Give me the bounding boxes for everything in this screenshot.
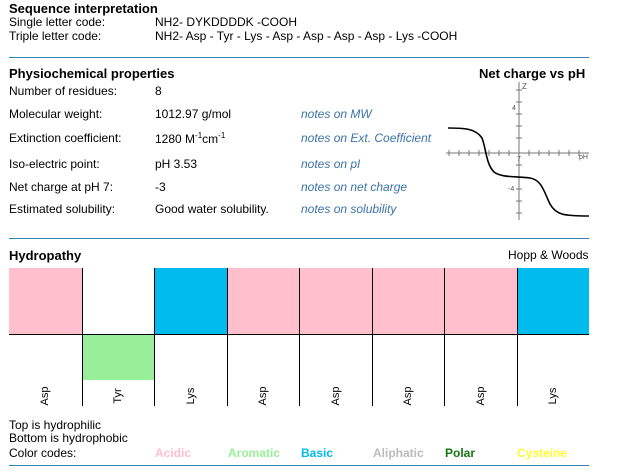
- hydropathy-column: Lys: [516, 268, 589, 406]
- hydropathy-bar: [517, 268, 589, 334]
- pi-notes-link[interactable]: notes on pI: [301, 157, 361, 171]
- residue-count-value: 8: [155, 84, 162, 98]
- hydropathy-bar: [445, 268, 517, 334]
- net-charge-curve: [447, 127, 590, 217]
- residue-label: Asp: [402, 386, 415, 406]
- residue-label: Asp: [329, 386, 342, 406]
- y-tick-neg4: -4: [508, 186, 514, 193]
- net-charge-chart-title: Net charge vs pH: [479, 66, 586, 81]
- y-tick-4: 4: [512, 105, 516, 112]
- hydropathy-bar: [372, 268, 444, 334]
- hydropathy-column: Tyr: [81, 268, 154, 406]
- z-axis-label: Z: [522, 82, 527, 91]
- ph-axis-label: pH: [579, 154, 588, 161]
- hydropathy-column: Asp: [444, 268, 517, 406]
- section-divider: [9, 238, 589, 239]
- residue-label: Lys: [184, 387, 197, 405]
- hydropathy-bar: [300, 268, 372, 334]
- hydropathy-bar: [9, 268, 82, 334]
- triple-letter-label: Triple letter code:: [9, 29, 102, 43]
- hydropathy-column: Asp: [226, 268, 299, 406]
- legend-polar: Polar: [445, 446, 476, 460]
- mw-value: 1012.97 g/mol: [155, 107, 232, 121]
- ext-coef-label: Extinction coefficient:: [9, 131, 122, 145]
- physio-section-title: Physiochemical properties: [9, 66, 175, 81]
- x-axis-ticks: [448, 150, 580, 156]
- solubility-label: Estimated solubility:: [9, 202, 116, 216]
- residue-label: Lys: [547, 387, 560, 405]
- legend-acidic: Acidic: [155, 446, 192, 460]
- residue-label: Asp: [474, 386, 487, 406]
- residue-label: Asp: [39, 386, 52, 406]
- hydrophilic-note: Top is hydrophilic: [9, 418, 102, 432]
- residue-count-label: Number of residues:: [9, 84, 118, 98]
- hydropathy-midline: [9, 334, 589, 335]
- hydropathy-column: Asp: [299, 268, 372, 406]
- legend-aliphatic: Aliphatic: [373, 446, 424, 460]
- hydropathy-section-title: Hydropathy: [9, 248, 82, 263]
- single-letter-value: NH2- DYKDDDDK -COOH: [155, 15, 298, 29]
- residue-label: Asp: [257, 386, 270, 406]
- solubility-value: Good water solubility.: [155, 202, 269, 216]
- net-charge-curve-chart: Z pH 4 -4 7: [446, 82, 590, 220]
- pi-value: pH 3.53: [155, 157, 198, 171]
- net-charge-notes-link[interactable]: notes on net charge: [301, 180, 408, 194]
- residue-label: Tyr: [112, 388, 125, 404]
- x-tick-7: 7: [517, 156, 521, 163]
- ext-coef-value: 1280 M-1cm-1: [155, 131, 226, 146]
- hydropathy-chart: Asp Tyr Lys Asp Asp Asp Asp Lys: [9, 268, 589, 406]
- legend-aromatic: Aromatic: [228, 446, 281, 460]
- net-charge-label: Net charge at pH 7:: [9, 180, 114, 194]
- mw-notes-link[interactable]: notes on MW: [301, 107, 372, 121]
- hydropathy-bar: [155, 268, 227, 334]
- color-codes-label: Color codes:: [9, 446, 77, 460]
- triple-letter-value: NH2- Asp - Tyr - Lys - Asp - Asp - Asp -…: [155, 29, 458, 43]
- sequence-section-title: Sequence interpretation: [9, 1, 158, 16]
- hydropathy-column: Lys: [154, 268, 227, 406]
- hydropathy-scale-label: Hopp & Woods: [508, 248, 589, 262]
- hydrophobic-note: Bottom is hydrophobic: [9, 431, 128, 445]
- section-divider: [9, 465, 589, 466]
- legend-basic: Basic: [301, 446, 334, 460]
- solubility-notes-link[interactable]: notes on solubility: [301, 202, 397, 216]
- hydropathy-bar: [82, 335, 154, 380]
- single-letter-label: Single letter code:: [9, 15, 106, 29]
- hydropathy-column: Asp: [9, 268, 82, 406]
- legend-cysteine: Cysteine: [517, 446, 568, 460]
- section-divider: [9, 57, 589, 58]
- hydropathy-bar: [227, 268, 299, 334]
- hydropathy-column: Asp: [371, 268, 444, 406]
- pi-label: Iso-electric point:: [9, 157, 100, 171]
- net-charge-value: -3: [155, 180, 166, 194]
- ext-coef-notes-link[interactable]: notes on Ext. Coefficient: [301, 131, 432, 145]
- mw-label: Molecular weight:: [9, 107, 103, 121]
